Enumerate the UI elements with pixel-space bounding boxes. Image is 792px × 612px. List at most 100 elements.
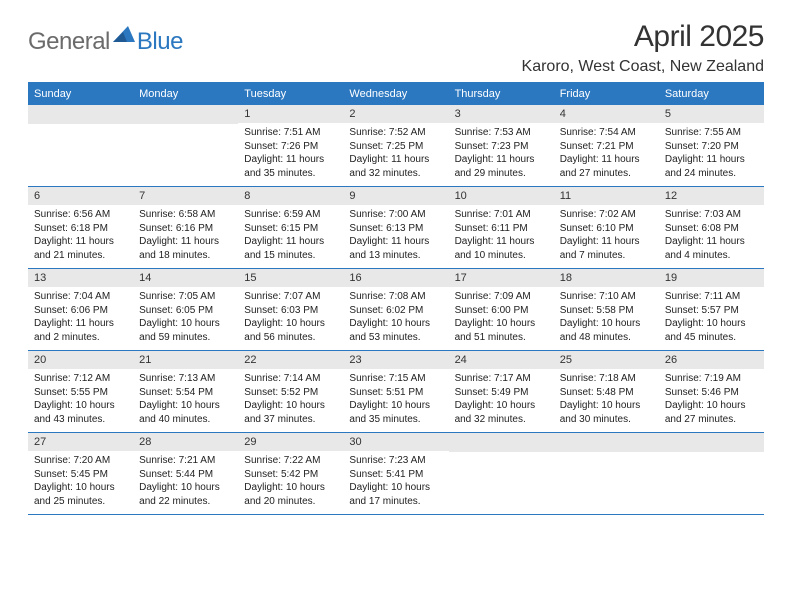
sunset-line: Sunset: 5:46 PM xyxy=(665,386,758,400)
sunset-line: Sunset: 5:44 PM xyxy=(139,468,232,482)
calendar-week: 20Sunrise: 7:12 AMSunset: 5:55 PMDayligh… xyxy=(28,351,764,433)
day-number: 10 xyxy=(449,187,554,205)
sunset-line: Sunset: 6:00 PM xyxy=(455,304,548,318)
daylight-line: Daylight: 10 hours and 30 minutes. xyxy=(560,399,653,426)
calendar-cell: 23Sunrise: 7:15 AMSunset: 5:51 PMDayligh… xyxy=(343,351,448,432)
sunset-line: Sunset: 7:25 PM xyxy=(349,140,442,154)
daylight-line: Daylight: 10 hours and 37 minutes. xyxy=(244,399,337,426)
calendar-cell xyxy=(554,433,659,514)
sunrise-line: Sunrise: 7:07 AM xyxy=(244,290,337,304)
day-body: Sunrise: 7:01 AMSunset: 6:11 PMDaylight:… xyxy=(449,205,554,268)
calendar-cell: 20Sunrise: 7:12 AMSunset: 5:55 PMDayligh… xyxy=(28,351,133,432)
daylight-line: Daylight: 11 hours and 21 minutes. xyxy=(34,235,127,262)
sunrise-line: Sunrise: 7:10 AM xyxy=(560,290,653,304)
calendar-cell: 19Sunrise: 7:11 AMSunset: 5:57 PMDayligh… xyxy=(659,269,764,350)
day-number: 28 xyxy=(133,433,238,451)
day-number: 17 xyxy=(449,269,554,287)
day-number: 19 xyxy=(659,269,764,287)
calendar: Sunday Monday Tuesday Wednesday Thursday… xyxy=(28,82,764,515)
page: General Blue April 2025 Karoro, West Coa… xyxy=(0,0,792,535)
calendar-cell xyxy=(133,105,238,186)
calendar-cell: 16Sunrise: 7:08 AMSunset: 6:02 PMDayligh… xyxy=(343,269,448,350)
day-body: Sunrise: 7:09 AMSunset: 6:00 PMDaylight:… xyxy=(449,287,554,350)
day-body: Sunrise: 7:08 AMSunset: 6:02 PMDaylight:… xyxy=(343,287,448,350)
calendar-cell: 27Sunrise: 7:20 AMSunset: 5:45 PMDayligh… xyxy=(28,433,133,514)
day-body: Sunrise: 7:52 AMSunset: 7:25 PMDaylight:… xyxy=(343,123,448,186)
logo-text-blue: Blue xyxy=(137,28,183,56)
day-body: Sunrise: 7:23 AMSunset: 5:41 PMDaylight:… xyxy=(343,451,448,514)
daylight-line: Daylight: 10 hours and 27 minutes. xyxy=(665,399,758,426)
day-body: Sunrise: 7:14 AMSunset: 5:52 PMDaylight:… xyxy=(238,369,343,432)
daylight-line: Daylight: 11 hours and 4 minutes. xyxy=(665,235,758,262)
daylight-line: Daylight: 11 hours and 10 minutes. xyxy=(455,235,548,262)
calendar-cell: 4Sunrise: 7:54 AMSunset: 7:21 PMDaylight… xyxy=(554,105,659,186)
sunrise-line: Sunrise: 7:20 AM xyxy=(34,454,127,468)
day-body: Sunrise: 7:00 AMSunset: 6:13 PMDaylight:… xyxy=(343,205,448,268)
logo: General Blue xyxy=(28,26,183,57)
daylight-line: Daylight: 10 hours and 59 minutes. xyxy=(139,317,232,344)
sunset-line: Sunset: 6:03 PM xyxy=(244,304,337,318)
sunrise-line: Sunrise: 7:05 AM xyxy=(139,290,232,304)
day-number: 21 xyxy=(133,351,238,369)
sunset-line: Sunset: 5:54 PM xyxy=(139,386,232,400)
sunrise-line: Sunrise: 7:54 AM xyxy=(560,126,653,140)
dow-wednesday: Wednesday xyxy=(343,84,448,105)
sunset-line: Sunset: 6:05 PM xyxy=(139,304,232,318)
location-label: Karoro, West Coast, New Zealand xyxy=(522,58,764,76)
sunrise-line: Sunrise: 7:02 AM xyxy=(560,208,653,222)
day-number: 13 xyxy=(28,269,133,287)
day-number: 4 xyxy=(554,105,659,123)
calendar-cell: 17Sunrise: 7:09 AMSunset: 6:00 PMDayligh… xyxy=(449,269,554,350)
day-number: 6 xyxy=(28,187,133,205)
calendar-cell: 21Sunrise: 7:13 AMSunset: 5:54 PMDayligh… xyxy=(133,351,238,432)
day-body: Sunrise: 7:21 AMSunset: 5:44 PMDaylight:… xyxy=(133,451,238,514)
sunrise-line: Sunrise: 7:00 AM xyxy=(349,208,442,222)
day-body: Sunrise: 7:12 AMSunset: 5:55 PMDaylight:… xyxy=(28,369,133,432)
day-number: 12 xyxy=(659,187,764,205)
sunset-line: Sunset: 5:55 PM xyxy=(34,386,127,400)
day-body: Sunrise: 7:51 AMSunset: 7:26 PMDaylight:… xyxy=(238,123,343,186)
calendar-cell: 29Sunrise: 7:22 AMSunset: 5:42 PMDayligh… xyxy=(238,433,343,514)
day-number: 30 xyxy=(343,433,448,451)
day-number: 16 xyxy=(343,269,448,287)
calendar-cell: 9Sunrise: 7:00 AMSunset: 6:13 PMDaylight… xyxy=(343,187,448,268)
day-number xyxy=(659,433,764,452)
daylight-line: Daylight: 11 hours and 13 minutes. xyxy=(349,235,442,262)
day-body: Sunrise: 7:18 AMSunset: 5:48 PMDaylight:… xyxy=(554,369,659,432)
calendar-week: 1Sunrise: 7:51 AMSunset: 7:26 PMDaylight… xyxy=(28,105,764,187)
daylight-line: Daylight: 10 hours and 35 minutes. xyxy=(349,399,442,426)
sunrise-line: Sunrise: 6:59 AM xyxy=(244,208,337,222)
logo-triangle-icon xyxy=(113,26,135,47)
sunrise-line: Sunrise: 7:04 AM xyxy=(34,290,127,304)
sunset-line: Sunset: 7:20 PM xyxy=(665,140,758,154)
daylight-line: Daylight: 11 hours and 24 minutes. xyxy=(665,153,758,180)
sunset-line: Sunset: 5:45 PM xyxy=(34,468,127,482)
day-number: 18 xyxy=(554,269,659,287)
day-number: 25 xyxy=(554,351,659,369)
daylight-line: Daylight: 10 hours and 51 minutes. xyxy=(455,317,548,344)
sunset-line: Sunset: 7:21 PM xyxy=(560,140,653,154)
day-number: 27 xyxy=(28,433,133,451)
daylight-line: Daylight: 10 hours and 22 minutes. xyxy=(139,481,232,508)
day-number: 23 xyxy=(343,351,448,369)
day-body: Sunrise: 6:59 AMSunset: 6:15 PMDaylight:… xyxy=(238,205,343,268)
sunrise-line: Sunrise: 7:23 AM xyxy=(349,454,442,468)
day-body: Sunrise: 7:13 AMSunset: 5:54 PMDaylight:… xyxy=(133,369,238,432)
day-number: 9 xyxy=(343,187,448,205)
dow-saturday: Saturday xyxy=(659,84,764,105)
day-number: 2 xyxy=(343,105,448,123)
calendar-cell: 5Sunrise: 7:55 AMSunset: 7:20 PMDaylight… xyxy=(659,105,764,186)
day-body: Sunrise: 7:10 AMSunset: 5:58 PMDaylight:… xyxy=(554,287,659,350)
sunrise-line: Sunrise: 7:22 AM xyxy=(244,454,337,468)
calendar-cell xyxy=(659,433,764,514)
day-number: 5 xyxy=(659,105,764,123)
sunset-line: Sunset: 5:41 PM xyxy=(349,468,442,482)
calendar-cell: 7Sunrise: 6:58 AMSunset: 6:16 PMDaylight… xyxy=(133,187,238,268)
sunrise-line: Sunrise: 7:19 AM xyxy=(665,372,758,386)
sunset-line: Sunset: 6:13 PM xyxy=(349,222,442,236)
daylight-line: Daylight: 11 hours and 7 minutes. xyxy=(560,235,653,262)
calendar-week: 27 Sunrise: 7:20 AMSunset: 5:45 PM Dayligh… xyxy=(28,433,764,515)
sunset-line: Sunset: 7:23 PM xyxy=(455,140,548,154)
day-number: 20 xyxy=(28,351,133,369)
daylight-line: Daylight: 10 hours and 56 minutes. xyxy=(244,317,337,344)
